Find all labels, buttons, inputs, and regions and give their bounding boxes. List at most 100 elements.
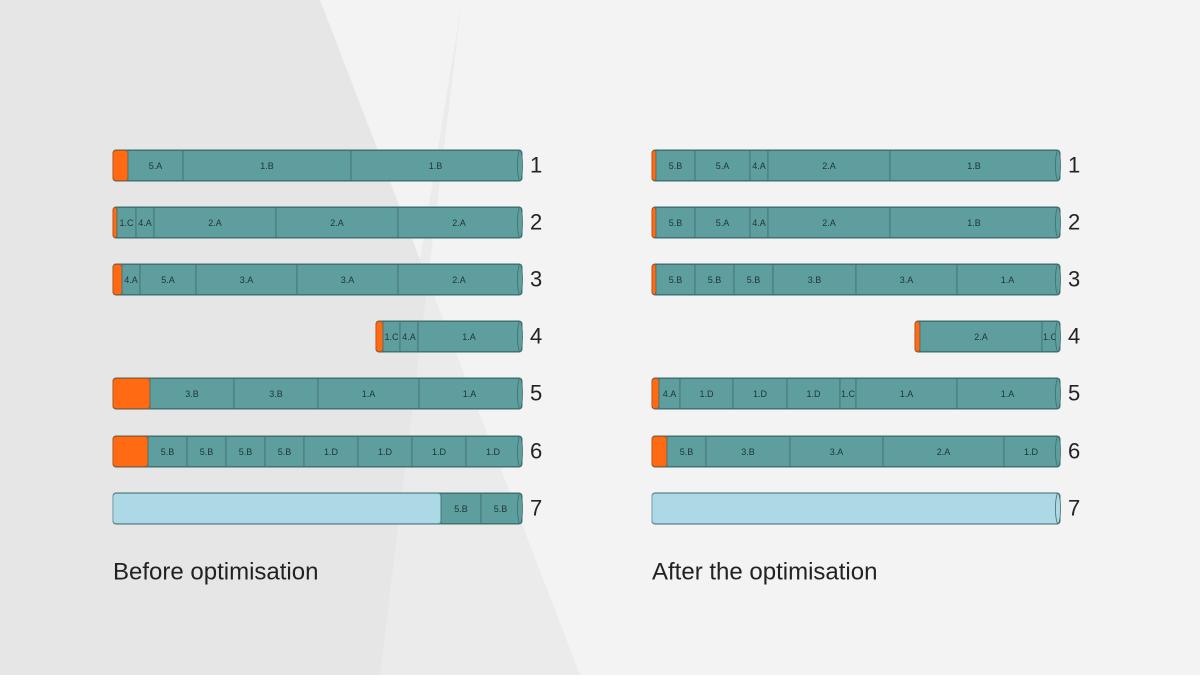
row-number: 6 <box>530 438 542 463</box>
segment-label: 3.B <box>185 389 199 399</box>
segment <box>147 436 188 467</box>
segment-label: 2.A <box>330 218 344 228</box>
segment-label: 1.C <box>384 332 399 342</box>
segment <box>182 150 352 181</box>
segment-label: 1.A <box>362 389 376 399</box>
segment <box>956 264 1059 295</box>
segment-label: 5.A <box>716 218 730 228</box>
segment <box>357 436 413 467</box>
segment-label: 3.A <box>341 275 355 285</box>
segment-label: 5.B <box>747 275 761 285</box>
segment <box>149 378 235 409</box>
segment <box>889 150 1059 181</box>
segment-label: 1.B <box>260 161 274 171</box>
segment-label: 5.A <box>149 161 163 171</box>
segment <box>655 150 696 181</box>
segment-label: 2.A <box>452 275 466 285</box>
lead-segment <box>651 436 668 467</box>
segment-label: 1.C <box>1043 332 1058 342</box>
bar-end-cap <box>1055 264 1061 295</box>
segment-label: 2.A <box>822 161 836 171</box>
segment-label: 5.A <box>161 275 175 285</box>
segment-label: 4.A <box>124 275 138 285</box>
lead-segment <box>112 207 118 238</box>
segment-label: 2.A <box>974 332 988 342</box>
segment-label: 3.B <box>741 447 755 457</box>
bar-end-cap <box>1055 436 1061 467</box>
lead-segment <box>112 436 149 467</box>
segment-label: 3.A <box>900 275 914 285</box>
segment <box>855 264 958 295</box>
segment-label: 5.B <box>494 504 508 514</box>
row-number: 7 <box>530 495 542 520</box>
segment-label: 1.B <box>967 161 981 171</box>
segment-label: 3.B <box>269 389 283 399</box>
segment-label: 1.C <box>841 389 856 399</box>
segment-label: 5.B <box>680 447 694 457</box>
row-number: 5 <box>1068 380 1080 405</box>
segment-label: 5.B <box>239 447 253 457</box>
segment <box>655 207 696 238</box>
bar-end-cap <box>1055 150 1061 181</box>
segment <box>655 264 696 295</box>
segment-label: 1.A <box>900 389 914 399</box>
segment <box>233 378 319 409</box>
row-number: 1 <box>530 152 542 177</box>
row-number: 3 <box>530 266 542 291</box>
segment-label: 1.B <box>429 161 443 171</box>
segment <box>889 207 1059 238</box>
segment <box>418 378 521 409</box>
segment-label: 1.C <box>119 218 134 228</box>
bar-end-cap <box>517 493 523 524</box>
bar-end-cap <box>517 436 523 467</box>
segment <box>956 378 1059 409</box>
segment-label: 1.D <box>324 447 339 457</box>
segment <box>694 207 751 238</box>
segment-label: 5.B <box>708 275 722 285</box>
lead-segment <box>112 264 123 295</box>
segment <box>186 436 227 467</box>
row-number: 4 <box>1068 323 1080 348</box>
segment <box>317 378 420 409</box>
bar-end-cap <box>517 207 523 238</box>
row-number: 4 <box>530 323 542 348</box>
segment-label: 3.B <box>808 275 822 285</box>
segment-label: 4.A <box>752 161 766 171</box>
segment <box>919 321 1043 352</box>
lead-segment <box>914 321 921 352</box>
segment-label: 2.A <box>452 218 466 228</box>
segment-label: 1.A <box>462 332 476 342</box>
segment-label: 5.B <box>161 447 175 457</box>
segment-label: 5.B <box>278 447 292 457</box>
segment <box>786 378 841 409</box>
segment <box>411 436 467 467</box>
row-number: 1 <box>1068 152 1080 177</box>
segment <box>225 436 266 467</box>
bar-end-cap <box>1055 378 1061 409</box>
segment <box>666 436 707 467</box>
segment <box>296 264 399 295</box>
segment <box>480 493 521 524</box>
segment-label: 1.D <box>432 447 447 457</box>
segment <box>195 264 298 295</box>
lead-segment <box>651 264 657 295</box>
segment <box>772 264 857 295</box>
row-number: 2 <box>530 209 542 234</box>
segment <box>882 436 1005 467</box>
segment-label: 2.A <box>937 447 951 457</box>
bar-end-cap <box>517 150 523 181</box>
segment-label: 5.B <box>669 275 683 285</box>
panel-caption: Before optimisation <box>113 558 318 585</box>
bar-end-cap <box>517 378 523 409</box>
segment-label: 1.A <box>1001 389 1015 399</box>
segment <box>417 321 521 352</box>
segment-label: 1.A <box>463 389 477 399</box>
segment <box>679 378 734 409</box>
segment-label: 2.A <box>822 218 836 228</box>
segment-label: 2.A <box>208 218 222 228</box>
segment <box>465 436 521 467</box>
row-number: 2 <box>1068 209 1080 234</box>
segment <box>732 378 788 409</box>
bar-end-cap <box>1055 207 1061 238</box>
